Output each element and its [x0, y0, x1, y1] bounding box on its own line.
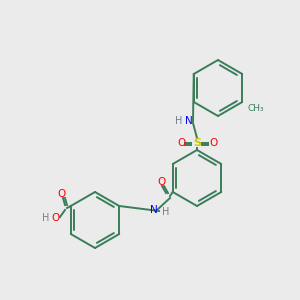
Text: O: O [158, 177, 166, 187]
Text: CH₃: CH₃ [247, 104, 264, 113]
Text: N: N [185, 116, 193, 126]
Text: O: O [177, 138, 185, 148]
Text: S: S [193, 138, 201, 148]
Text: O: O [209, 138, 217, 148]
Text: O: O [57, 189, 65, 199]
Text: N: N [150, 205, 158, 215]
Text: O: O [52, 213, 60, 223]
Text: H: H [175, 116, 182, 126]
Text: H: H [42, 213, 50, 223]
Text: H: H [162, 207, 170, 217]
